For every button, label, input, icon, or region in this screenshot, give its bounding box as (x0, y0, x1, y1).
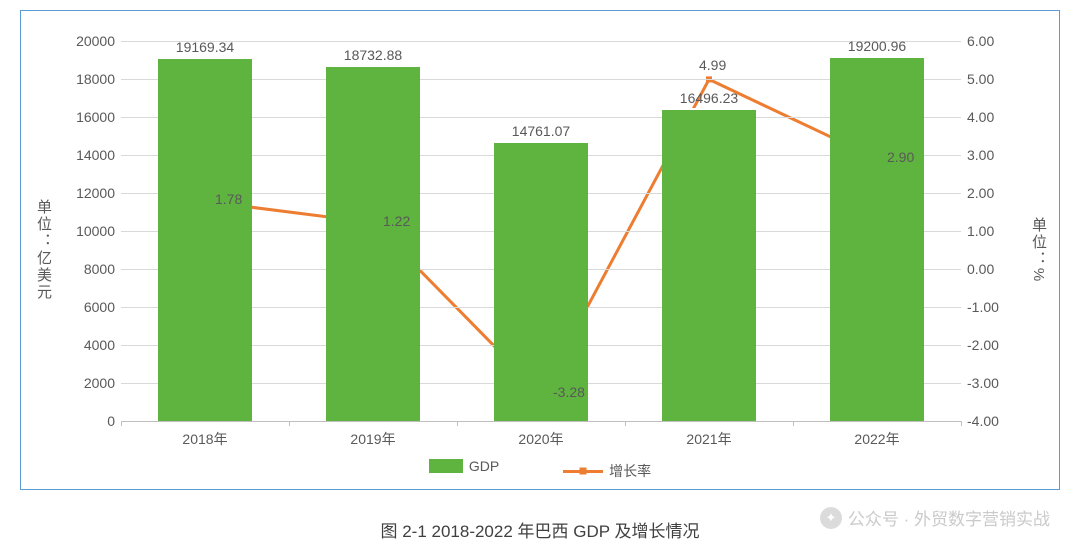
y-left-axis-label: 单位：亿美元 (33, 199, 54, 301)
bar: 16496.23 (662, 108, 756, 421)
bar-value-label: 19200.96 (848, 38, 906, 54)
y-right-tick: -1.00 (967, 299, 999, 315)
y-right-tick: 6.00 (967, 33, 994, 49)
chart-container: 单位：亿美元 单位：% 0-4.002000-3.004000-2.006000… (20, 10, 1060, 490)
bar-value-label: 14761.07 (512, 123, 570, 139)
legend: GDP 增长率 (21, 458, 1059, 482)
y-right-tick: -3.00 (967, 375, 999, 391)
y-left-tick: 6000 (84, 299, 115, 315)
y-left-tick: 10000 (76, 223, 115, 239)
x-tick-label: 2020年 (518, 429, 563, 449)
legend-item-growth: 增长率 (563, 461, 651, 481)
y-right-axis-label: 单位：% (1028, 217, 1049, 283)
bar: 18732.88 (326, 65, 420, 421)
y-left-tick: 16000 (76, 109, 115, 125)
line-value-label: 4.99 (699, 57, 726, 73)
x-tick-label: 2022年 (854, 429, 899, 449)
line-value-label: 2.90 (887, 149, 914, 165)
y-left-tick: 0 (107, 413, 115, 429)
y-right-tick: 0.00 (967, 261, 994, 277)
x-tick-label: 2019年 (350, 429, 395, 449)
legend-label-gdp: GDP (469, 458, 499, 474)
figure-caption: 图 2-1 2018-2022 年巴西 GDP 及增长情况 (0, 517, 1080, 542)
line-value-label: 1.22 (383, 213, 410, 229)
line-value-label: -3.28 (553, 384, 585, 400)
y-right-tick: 5.00 (967, 71, 994, 87)
x-tick-label: 2018年 (182, 429, 227, 449)
bar-value-label: 18732.88 (344, 47, 402, 63)
bar: 19200.96 (830, 56, 924, 421)
line-value-label: 1.78 (215, 191, 242, 207)
plot-area: 0-4.002000-3.004000-2.006000-1.0080000.0… (121, 41, 961, 421)
legend-swatch-bar (429, 459, 463, 473)
y-left-tick: 14000 (76, 147, 115, 163)
bar-value-label: 19169.34 (176, 39, 234, 55)
y-left-tick: 18000 (76, 71, 115, 87)
y-left-tick: 8000 (84, 261, 115, 277)
y-right-tick: 3.00 (967, 147, 994, 163)
y-right-tick: 4.00 (967, 109, 994, 125)
y-left-tick: 20000 (76, 33, 115, 49)
bar-value-label: 16496.23 (680, 90, 738, 106)
gridline (121, 41, 961, 42)
x-tick-label: 2021年 (686, 429, 731, 449)
legend-item-gdp: GDP (429, 458, 499, 474)
y-left-tick: 12000 (76, 185, 115, 201)
bar: 19169.34 (158, 57, 252, 421)
y-left-tick: 4000 (84, 337, 115, 353)
y-left-tick: 2000 (84, 375, 115, 391)
legend-swatch-line (563, 470, 603, 473)
legend-label-growth: 增长率 (609, 461, 651, 481)
y-right-tick: -2.00 (967, 337, 999, 353)
y-right-tick: 2.00 (967, 185, 994, 201)
y-right-tick: 1.00 (967, 223, 994, 239)
y-right-tick: -4.00 (967, 413, 999, 429)
bar: 14761.07 (494, 141, 588, 421)
